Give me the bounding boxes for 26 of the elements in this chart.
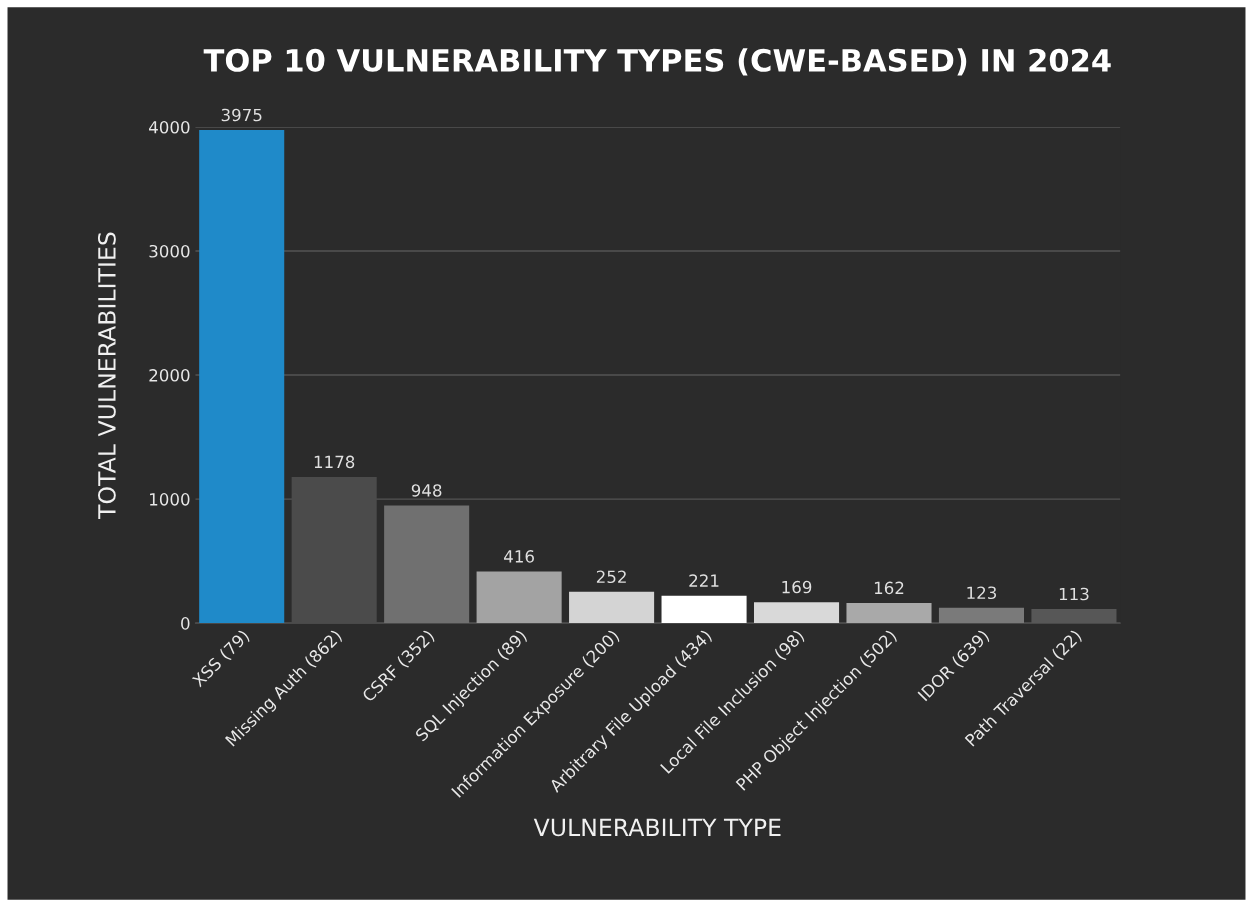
y-tick-label: 1000 xyxy=(150,493,190,506)
y-tick-label: 3000 xyxy=(149,244,190,258)
bar xyxy=(384,505,470,624)
bar xyxy=(661,595,747,624)
bar xyxy=(476,571,562,624)
x-axis-title: VULNERABILITY TYPE xyxy=(533,818,781,837)
y-tick-label: 4000 xyxy=(149,120,190,134)
data-label: 252 xyxy=(596,570,626,584)
data-label: 948 xyxy=(411,484,442,497)
bar xyxy=(846,603,932,624)
bar xyxy=(199,130,285,624)
data-label: 3975 xyxy=(221,108,262,122)
bar xyxy=(569,591,655,624)
data-label: 162 xyxy=(874,581,904,595)
data-label: 113 xyxy=(1059,587,1089,601)
data-label: 1178 xyxy=(314,455,355,469)
y-tick-label: 2000 xyxy=(149,369,190,382)
y-tick-label: 0 xyxy=(181,617,190,630)
data-label: 169 xyxy=(782,580,812,594)
chart-title: TOP 10 VULNERABILITY TYPES (CWE-BASED) IN 2024 xyxy=(203,48,1111,76)
y-axis-title: TOTAL VULNERABILITIES xyxy=(97,232,116,519)
data-label: 221 xyxy=(689,574,719,587)
bar xyxy=(938,607,1025,624)
data-label: 123 xyxy=(967,586,997,600)
data-label: 416 xyxy=(504,550,534,563)
bar xyxy=(754,602,840,624)
